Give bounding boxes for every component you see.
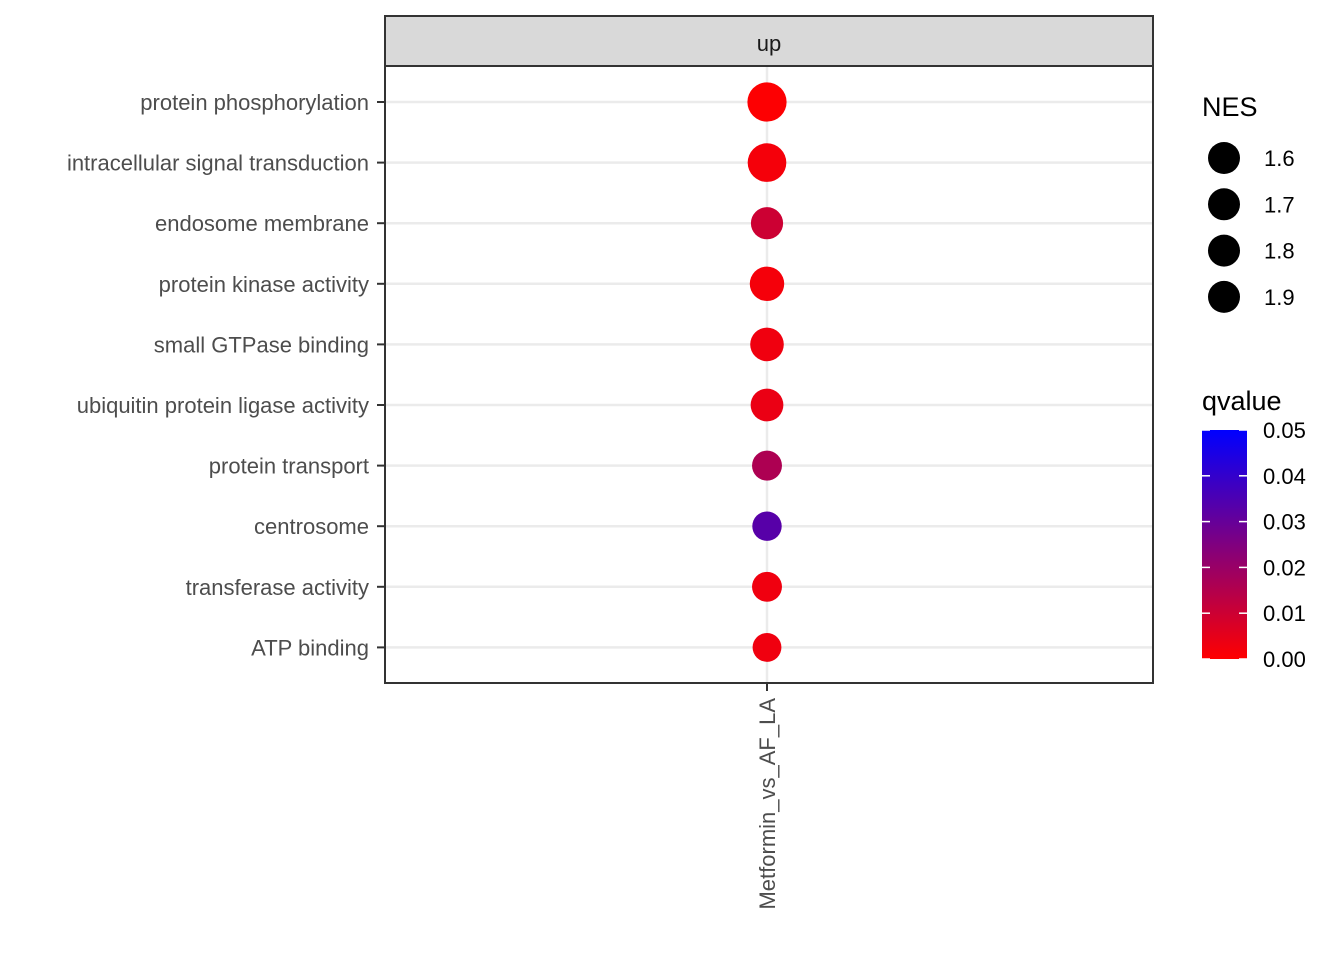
data-points (747, 82, 787, 662)
data-point (752, 511, 782, 541)
y-tick-label: protein kinase activity (159, 272, 369, 297)
color-legend-label: 0.04 (1263, 464, 1306, 489)
facet-strip (384, 15, 1154, 67)
color-legend-label: 0.03 (1263, 510, 1306, 535)
data-point (752, 450, 782, 481)
x-tick-label: Metformin_vs_AF_LA (755, 698, 780, 910)
color-legend-label: 0.02 (1263, 555, 1306, 580)
color-legend-label: 0.00 (1263, 647, 1306, 672)
size-legend-key (1208, 188, 1240, 221)
y-tick-label: ATP binding (251, 635, 369, 660)
color-bar (1202, 430, 1247, 659)
color-legend-title: qvalue (1202, 386, 1282, 416)
size-legend-label: 1.8 (1264, 239, 1295, 264)
data-point (752, 571, 782, 602)
data-point (750, 388, 784, 422)
x-axis: Metformin_vs_AF_LA (755, 683, 780, 910)
y-tick-label: protein transport (209, 454, 369, 479)
y-tick-label: centrosome (254, 514, 369, 539)
y-tick-label: protein phosphorylation (140, 90, 369, 115)
data-point (747, 82, 787, 122)
y-tick-label: transferase activity (186, 575, 369, 600)
facet-label: up (757, 31, 781, 56)
data-point (749, 266, 785, 302)
size-legend-title: NES (1202, 92, 1258, 122)
color-legend-label: 0.01 (1263, 601, 1306, 626)
y-tick-label: endosome membrane (155, 211, 369, 236)
size-legend-label: 1.7 (1264, 192, 1295, 217)
y-tick-label: small GTPase binding (154, 332, 369, 357)
y-tick-label: intracellular signal transduction (67, 151, 369, 176)
data-point (750, 207, 784, 240)
y-tick-label: ubiquitin protein ligase activity (77, 393, 369, 418)
size-legend-label: 1.6 (1264, 146, 1295, 171)
size-legend-key (1208, 280, 1240, 313)
size-legend-label: 1.9 (1264, 285, 1295, 310)
color-legend-label: 0.05 (1263, 418, 1306, 443)
size-legend: 1.6 1.7 1.8 1.9 (1208, 142, 1295, 313)
color-legend: 0.05 0.04 0.03 0.02 0.01 0.00 (1202, 418, 1306, 672)
size-legend-key (1208, 142, 1240, 174)
size-legend-key (1208, 234, 1240, 267)
y-axis: protein phosphorylation intracellular sig… (67, 90, 385, 660)
data-point (750, 327, 784, 362)
data-point (752, 632, 782, 662)
panel-border (384, 65, 1154, 684)
data-point (747, 143, 787, 182)
